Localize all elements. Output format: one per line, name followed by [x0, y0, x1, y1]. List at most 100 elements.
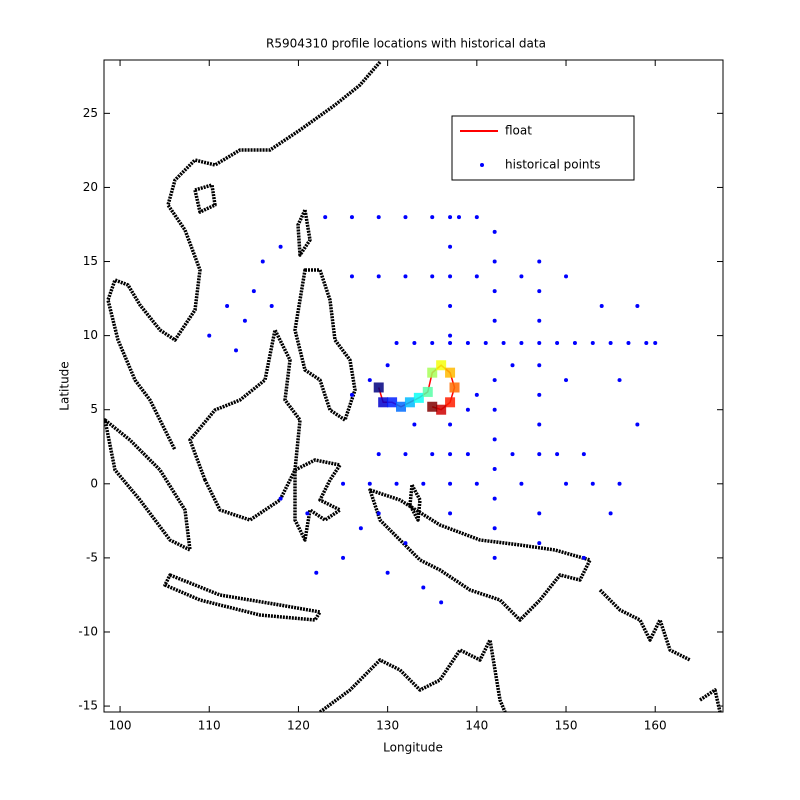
historical-point [412, 422, 417, 427]
y-tick-label: 20 [83, 180, 98, 194]
historical-point [260, 259, 265, 264]
historical-point [242, 318, 247, 323]
historical-point [519, 274, 524, 279]
float-profile [449, 382, 460, 393]
float-profile [373, 382, 384, 393]
x-tick-label: 150 [555, 719, 578, 733]
historical-point [564, 378, 569, 383]
historical-point [581, 452, 586, 457]
historical-point [492, 496, 497, 501]
historical-point [537, 289, 542, 294]
historical-point [519, 341, 524, 346]
historical-point [448, 452, 453, 457]
historical-point [501, 341, 506, 346]
historical-point [421, 481, 426, 486]
historical-point [278, 496, 283, 501]
x-tick-label: 160 [644, 719, 667, 733]
historical-point [358, 526, 363, 531]
historical-point [394, 481, 399, 486]
float-profile [422, 386, 433, 397]
y-tick-label: -5 [86, 550, 98, 564]
historical-point [572, 341, 577, 346]
historical-point [537, 452, 542, 457]
historical-point [305, 511, 310, 516]
historical-point [421, 585, 426, 590]
x-tick-label: 100 [109, 719, 132, 733]
float-profile [427, 401, 438, 412]
historical-point [492, 437, 497, 442]
historical-point [537, 259, 542, 264]
historical-point [430, 274, 435, 279]
historical-point [510, 363, 515, 368]
historical-point [465, 407, 470, 412]
historical-point [537, 541, 542, 546]
historical-point [448, 333, 453, 338]
historical-point [376, 511, 381, 516]
historical-point [492, 466, 497, 471]
historical-point [376, 452, 381, 457]
historical-point [403, 215, 408, 220]
historical-point [269, 303, 274, 308]
historical-point [323, 215, 328, 220]
y-tick-label: -15 [78, 699, 98, 713]
historical-point [234, 348, 239, 353]
historical-point [448, 341, 453, 346]
historical-point [590, 481, 595, 486]
historical-point [448, 511, 453, 516]
y-tick-label: 10 [83, 328, 98, 342]
plot-area [207, 215, 658, 605]
y-axis-label: Latitude [58, 361, 72, 410]
historical-point [492, 259, 497, 264]
historical-point [207, 333, 212, 338]
historical-point [492, 289, 497, 294]
historical-point [537, 318, 542, 323]
historical-point [644, 341, 649, 346]
float-profile [387, 397, 398, 408]
historical-point [448, 422, 453, 427]
historical-point [367, 378, 372, 383]
historical-point [653, 341, 658, 346]
historical-point [278, 244, 283, 249]
historical-point [349, 215, 354, 220]
historical-point [403, 452, 408, 457]
historical-point [617, 481, 622, 486]
historical-point [492, 378, 497, 383]
chart-title: R5904310 profile locations with historic… [266, 37, 546, 51]
float-profile [404, 397, 415, 408]
x-tick-label: 140 [465, 719, 488, 733]
historical-point [492, 555, 497, 560]
historical-point [483, 341, 488, 346]
historical-point [537, 363, 542, 368]
historical-point [403, 541, 408, 546]
historical-point [430, 215, 435, 220]
float-profile [427, 367, 438, 378]
legend-label: historical points [505, 158, 600, 172]
historical-point [448, 481, 453, 486]
y-tick-label: 25 [83, 106, 98, 120]
float-profile [436, 360, 447, 371]
historical-point [439, 600, 444, 605]
historical-point [564, 481, 569, 486]
historical-point [465, 452, 470, 457]
float-profile [445, 397, 456, 408]
historical-point [492, 526, 497, 531]
historical-point [474, 392, 479, 397]
historical-point [537, 422, 542, 427]
historical-point [403, 274, 408, 279]
x-tick-label: 110 [198, 719, 221, 733]
historical-point [314, 570, 319, 575]
historical-point [617, 378, 622, 383]
historical-point [492, 407, 497, 412]
axes-box [103, 59, 724, 713]
historical-point [385, 363, 390, 368]
historical-point [394, 341, 399, 346]
historical-point [608, 341, 613, 346]
historical-point [448, 244, 453, 249]
x-tick-label: 130 [376, 719, 399, 733]
float-profile [378, 397, 389, 408]
x-tick-label: 120 [287, 719, 310, 733]
historical-point [367, 481, 372, 486]
float-profile [436, 404, 447, 415]
